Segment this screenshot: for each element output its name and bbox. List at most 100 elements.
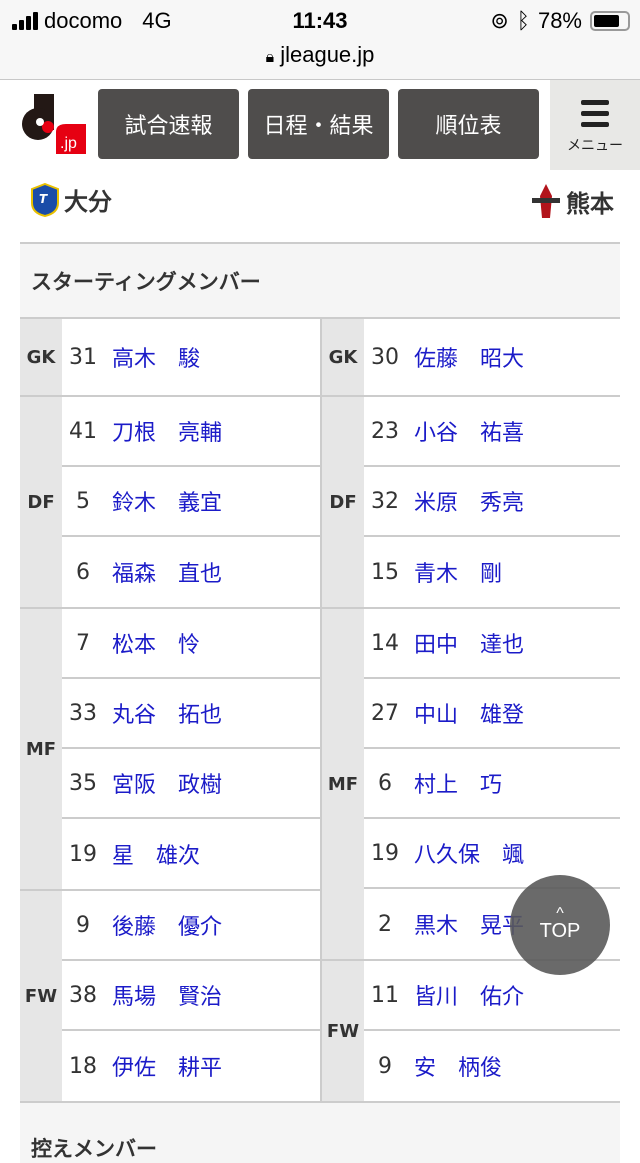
- player-number: 7: [76, 630, 90, 656]
- player-number: 5: [76, 488, 90, 514]
- player-row: 27 中山 雄登: [364, 679, 620, 749]
- player-name-link[interactable]: 小谷 祐喜: [414, 421, 525, 446]
- player-name-link[interactable]: 刀根 亮輔: [112, 421, 223, 446]
- signal-icon: [12, 12, 38, 30]
- player-row: 19 八久保 颯: [364, 819, 620, 889]
- svg-text:.jp: .jp: [60, 135, 77, 152]
- player-row: 35 宮阪 政樹: [62, 749, 320, 819]
- player-row: 6 福森 直也: [62, 537, 320, 607]
- player-number: 23: [371, 418, 399, 444]
- nav-standings-button[interactable]: 順位表: [398, 89, 539, 159]
- player-name-link[interactable]: 松本 怜: [112, 633, 201, 658]
- away-team[interactable]: 熊本: [530, 182, 614, 220]
- away-lineup: GK 30 佐藤 昭大 DF 23 小谷 祐喜 32 米原 秀亮 15 青木 剛 MF 14 田中 達也…: [320, 319, 620, 1101]
- bluetooth-icon: ᛒ: [516, 8, 530, 33]
- player-name-link[interactable]: 丸谷 拓也: [112, 703, 223, 728]
- position-group: DF 23 小谷 祐喜 32 米原 秀亮 15 青木 剛: [322, 397, 620, 609]
- svg-text:T: T: [39, 192, 48, 206]
- rotation-lock-icon: ⊚: [490, 8, 509, 33]
- player-number: 18: [69, 1053, 97, 1079]
- player-row: 18 伊佐 耕平: [62, 1031, 320, 1101]
- player-number: 31: [69, 344, 97, 370]
- player-row: 9 安 柄俊: [364, 1031, 620, 1101]
- starting-lineup: GK 31 高木 駿 DF 41 刀根 亮輔 5 鈴木 義宜 6 福森 直也 MF 7 松本 怜 33 丸谷…: [20, 317, 620, 1103]
- player-name-link[interactable]: 星 雄次: [112, 844, 201, 869]
- player-row: 23 小谷 祐喜: [364, 397, 620, 467]
- player-row: 41 刀根 亮輔: [62, 397, 320, 467]
- menu-button[interactable]: メニュー: [550, 80, 640, 170]
- player-row: 14 田中 達也: [364, 609, 620, 679]
- network: 4G: [142, 8, 172, 33]
- oita-emblem-icon: T: [31, 182, 59, 217]
- player-name-link[interactable]: 宮阪 政樹: [112, 773, 223, 798]
- player-number: 15: [371, 559, 399, 585]
- player-row: 9 後藤 優介: [62, 891, 320, 961]
- nav-live-button[interactable]: 試合速報: [98, 89, 239, 159]
- status-bar: docomo 4G 11:43 ⊚ ᛒ 78% 🔒︎ jleague.jp: [0, 0, 640, 80]
- nav-schedule-button[interactable]: 日程・結果: [248, 89, 389, 159]
- player-name-link[interactable]: 鈴木 義宜: [112, 491, 223, 516]
- player-row: 38 馬場 賢治: [62, 961, 320, 1031]
- home-lineup: GK 31 高木 駿 DF 41 刀根 亮輔 5 鈴木 義宜 6 福森 直也 MF 7 松本 怜 33 丸谷…: [20, 319, 320, 1101]
- away-team-name: 熊本: [566, 189, 614, 218]
- player-row: 7 松本 怜: [62, 609, 320, 679]
- battery-percent: 78%: [537, 8, 582, 33]
- player-name-link[interactable]: 中山 雄登: [414, 703, 525, 728]
- position-label: FW: [322, 961, 364, 1101]
- player-name-link[interactable]: 青木 剛: [414, 562, 503, 587]
- player-row: 15 青木 剛: [364, 537, 620, 607]
- hamburger-icon: [581, 100, 609, 105]
- player-name-link[interactable]: 田中 達也: [414, 633, 525, 658]
- player-name-link[interactable]: 村上 巧: [414, 773, 503, 798]
- player-number: 33: [69, 700, 97, 726]
- starting-members-header: スターティングメンバー: [20, 242, 620, 317]
- position-group: FW 9 後藤 優介 38 馬場 賢治 18 伊佐 耕平: [20, 891, 320, 1101]
- lock-icon: 🔒︎: [265, 49, 275, 66]
- player-name-link[interactable]: 皆川 佑介: [414, 985, 525, 1010]
- position-group: MF 7 松本 怜 33 丸谷 拓也 35 宮阪 政樹 19 星 雄次: [20, 609, 320, 891]
- clock: 11:43: [292, 8, 348, 33]
- substitutes-header: 控えメンバー: [20, 1103, 620, 1163]
- player-row: 5 鈴木 義宜: [62, 467, 320, 537]
- player-row: 31 高木 駿: [62, 319, 320, 395]
- player-number: 11: [371, 982, 399, 1008]
- player-number: 41: [69, 418, 97, 444]
- address-bar[interactable]: 🔒︎ jleague.jp: [0, 42, 640, 68]
- position-group: FW 11 皆川 佑介 9 安 柄俊: [322, 961, 620, 1101]
- player-row: 32 米原 秀亮: [364, 467, 620, 537]
- battery-icon: [590, 11, 630, 31]
- player-number: 19: [371, 840, 399, 866]
- player-number: 38: [69, 982, 97, 1008]
- player-name-link[interactable]: 黒木 晃平: [414, 914, 525, 939]
- site-nav: .jp 試合速報 日程・結果 順位表 メニュー: [0, 80, 640, 170]
- player-name-link[interactable]: 後藤 優介: [112, 915, 223, 940]
- player-number: 35: [69, 770, 97, 796]
- position-label: DF: [322, 397, 364, 607]
- player-number: 9: [378, 1053, 392, 1079]
- player-row: 33 丸谷 拓也: [62, 679, 320, 749]
- player-name-link[interactable]: 馬場 賢治: [112, 985, 223, 1010]
- player-row: 19 星 雄次: [62, 819, 320, 889]
- position-label: DF: [20, 397, 62, 607]
- scroll-top-button[interactable]: ^ TOP: [510, 875, 610, 975]
- player-name-link[interactable]: 福森 直也: [112, 562, 223, 587]
- position-group: MF 14 田中 達也 27 中山 雄登 6 村上 巧 19 八久保 颯 2 黒木 晃平: [322, 609, 620, 961]
- position-label: GK: [20, 319, 62, 395]
- player-number: 32: [371, 488, 399, 514]
- player-number: 14: [371, 630, 399, 656]
- home-team[interactable]: T 大分: [30, 182, 112, 217]
- top-label: TOP: [539, 919, 581, 942]
- player-name-link[interactable]: 佐藤 昭大: [414, 347, 525, 372]
- carrier: docomo: [44, 8, 123, 33]
- jleague-logo[interactable]: .jp: [22, 94, 86, 154]
- player-name-link[interactable]: 伊佐 耕平: [112, 1056, 223, 1081]
- player-number: 2: [378, 911, 392, 937]
- position-group: GK 30 佐藤 昭大: [322, 319, 620, 397]
- player-number: 6: [76, 559, 90, 585]
- player-name-link[interactable]: 安 柄俊: [414, 1056, 503, 1081]
- home-team-name: 大分: [64, 188, 112, 216]
- player-name-link[interactable]: 高木 駿: [112, 347, 201, 372]
- player-name-link[interactable]: 八久保 颯: [414, 843, 525, 868]
- player-number: 19: [69, 841, 97, 867]
- player-name-link[interactable]: 米原 秀亮: [414, 491, 525, 516]
